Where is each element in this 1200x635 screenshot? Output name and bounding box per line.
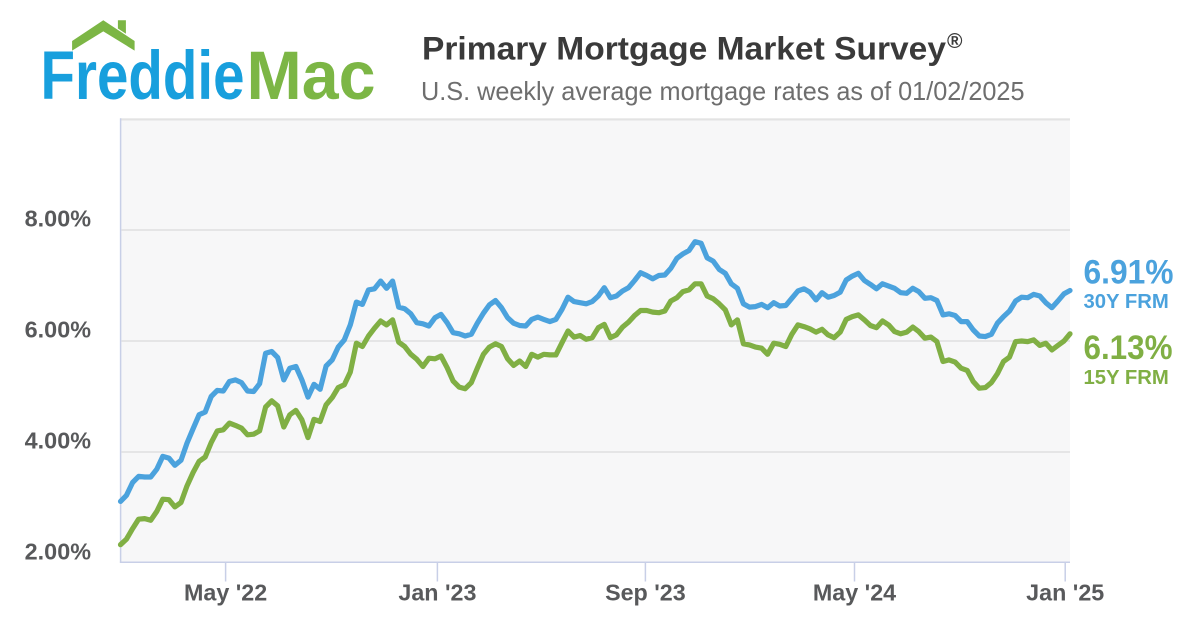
svg-text:6.13%: 6.13% xyxy=(1084,329,1173,367)
svg-text:30Y FRM: 30Y FRM xyxy=(1084,291,1169,313)
svg-text:May '22: May '22 xyxy=(184,580,267,606)
svg-text:U.S. weekly average mortgage r: U.S. weekly average mortgage rates as of… xyxy=(421,76,1025,106)
svg-text:®: ® xyxy=(947,30,963,53)
svg-text:Freddie: Freddie xyxy=(41,37,245,114)
svg-text:May '24: May '24 xyxy=(813,580,896,606)
svg-text:Mac: Mac xyxy=(247,37,376,114)
svg-text:15Y FRM: 15Y FRM xyxy=(1084,367,1169,389)
svg-text:Sep '23: Sep '23 xyxy=(605,580,686,606)
svg-text:8.00%: 8.00% xyxy=(25,206,92,232)
svg-text:6.91%: 6.91% xyxy=(1084,254,1174,292)
svg-text:Jan '23: Jan '23 xyxy=(398,580,476,606)
svg-text:Jan '25: Jan '25 xyxy=(1026,580,1104,606)
svg-text:4.00%: 4.00% xyxy=(25,428,92,454)
svg-text:2.00%: 2.00% xyxy=(25,539,92,565)
svg-text:Primary Mortgage Market Survey: Primary Mortgage Market Survey xyxy=(422,31,946,67)
svg-text:6.00%: 6.00% xyxy=(25,317,92,343)
